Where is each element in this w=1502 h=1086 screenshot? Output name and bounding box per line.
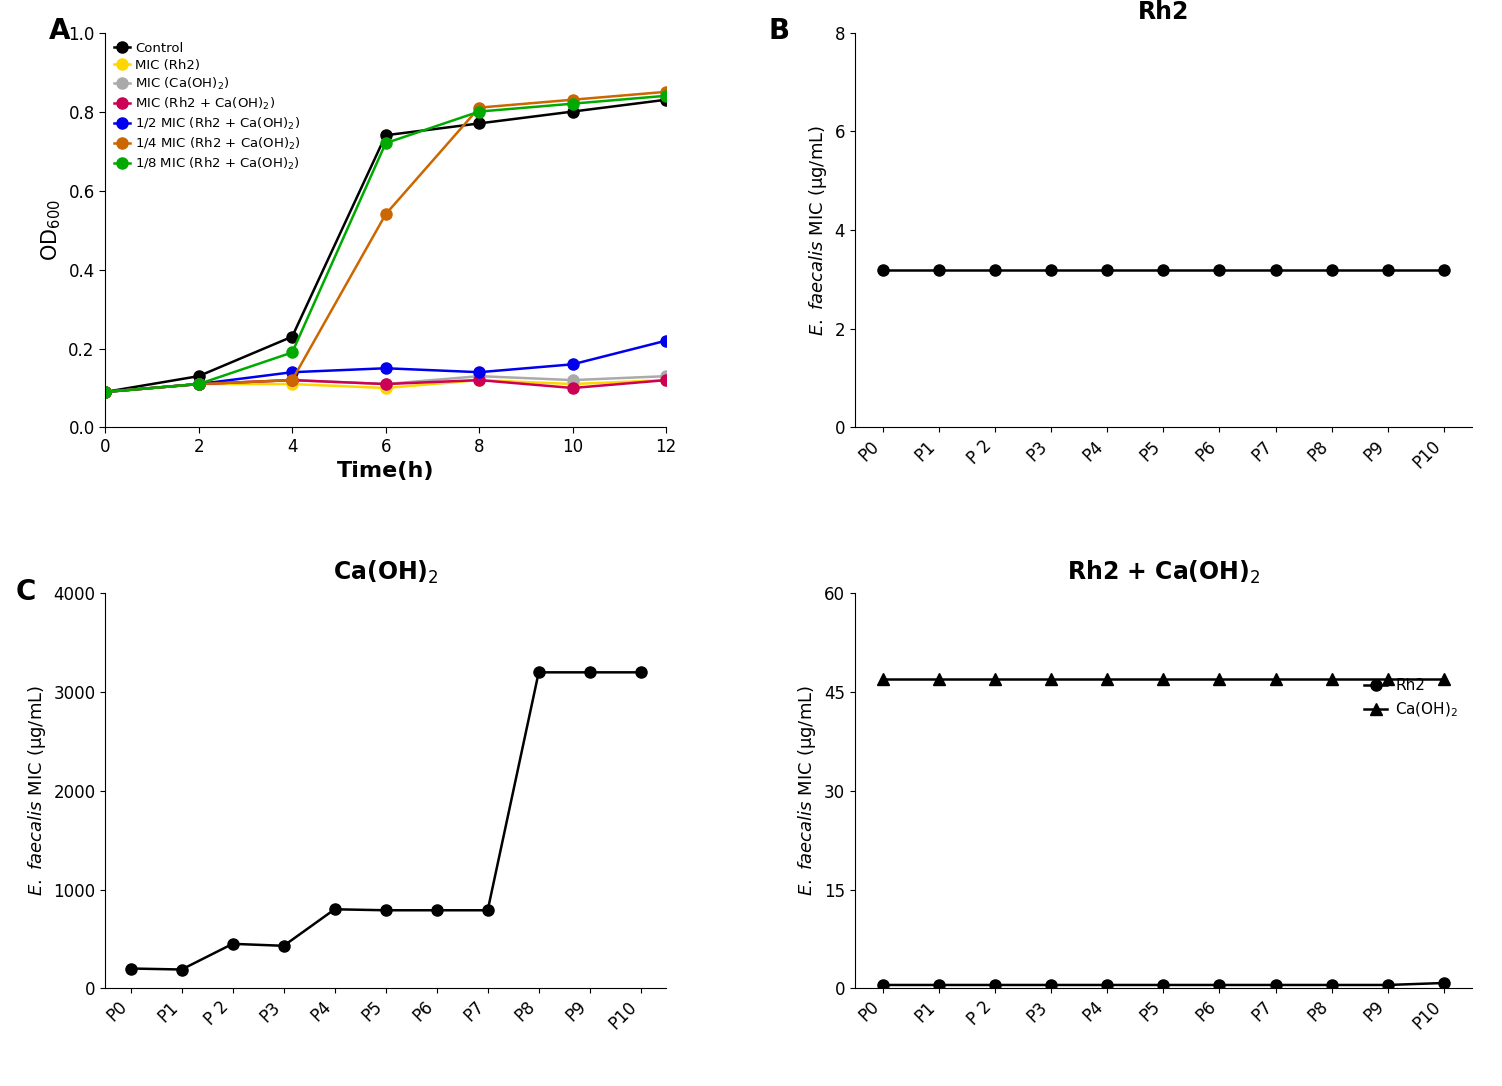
MIC (Rh2): [563, 378, 581, 391]
1/4 MIC (Rh2 + Ca(OH)$_2$): [470, 101, 488, 114]
MIC (Rh2): [658, 374, 676, 387]
Ca(OH)$_2$: [1266, 672, 1284, 685]
1/2 MIC (Rh2 + Ca(OH)$_2$): [189, 378, 207, 391]
MIC (Rh2): [377, 381, 395, 394]
Line: 1/8 MIC (Rh2 + Ca(OH)$_2$): 1/8 MIC (Rh2 + Ca(OH)$_2$): [99, 90, 671, 397]
Legend: Control, MIC (Rh2), MIC (Ca(OH)$_2$), MIC (Rh2 + Ca(OH)$_2$), 1/2 MIC (Rh2 + Ca(: Control, MIC (Rh2), MIC (Ca(OH)$_2$), MI…: [111, 39, 303, 175]
MIC (Ca(OH)$_2$): [284, 374, 302, 387]
1/2 MIC (Rh2 + Ca(OH)$_2$): [470, 366, 488, 379]
Rh2: [1098, 978, 1116, 992]
Ca(OH)$_2$: [1211, 672, 1229, 685]
Ca(OH)$_2$: [930, 672, 948, 685]
1/8 MIC (Rh2 + Ca(OH)$_2$): [377, 137, 395, 150]
Rh2: [1379, 978, 1397, 992]
Control: [377, 129, 395, 142]
Rh2: [1266, 978, 1284, 992]
MIC (Rh2 + Ca(OH)$_2$): [189, 378, 207, 391]
Rh2: [985, 978, 1003, 992]
MIC (Rh2): [96, 386, 114, 399]
MIC (Rh2 + Ca(OH)$_2$): [563, 381, 581, 394]
Rh2: [1155, 978, 1173, 992]
1/2 MIC (Rh2 + Ca(OH)$_2$): [96, 386, 114, 399]
MIC (Rh2): [470, 374, 488, 387]
Title: Rh2: Rh2: [1137, 0, 1190, 24]
1/8 MIC (Rh2 + Ca(OH)$_2$): [96, 386, 114, 399]
MIC (Rh2): [189, 378, 207, 391]
MIC (Ca(OH)$_2$): [96, 386, 114, 399]
MIC (Rh2 + Ca(OH)$_2$): [96, 386, 114, 399]
Y-axis label: OD$_{600}$: OD$_{600}$: [39, 199, 63, 261]
1/4 MIC (Rh2 + Ca(OH)$_2$): [284, 374, 302, 387]
MIC (Rh2 + Ca(OH)$_2$): [284, 374, 302, 387]
Control: [470, 117, 488, 130]
1/2 MIC (Rh2 + Ca(OH)$_2$): [284, 366, 302, 379]
Ca(OH)$_2$: [1098, 672, 1116, 685]
Y-axis label: $\it{E.\ faecalis}$ MIC (μg/mL): $\it{E.\ faecalis}$ MIC (μg/mL): [807, 125, 829, 336]
Control: [189, 369, 207, 382]
Legend: Rh2, Ca(OH)$_2$: Rh2, Ca(OH)$_2$: [1358, 672, 1464, 725]
MIC (Ca(OH)$_2$): [377, 378, 395, 391]
Rh2: [1434, 976, 1452, 989]
Rh2: [1211, 978, 1229, 992]
Text: C: C: [15, 578, 36, 606]
MIC (Ca(OH)$_2$): [658, 369, 676, 382]
Ca(OH)$_2$: [874, 672, 892, 685]
Rh2: [930, 978, 948, 992]
Ca(OH)$_2$: [1323, 672, 1341, 685]
Control: [658, 93, 676, 106]
Y-axis label: $\it{E.\ faecalis}$ MIC (μg/mL): $\it{E.\ faecalis}$ MIC (μg/mL): [26, 685, 48, 896]
1/8 MIC (Rh2 + Ca(OH)$_2$): [189, 378, 207, 391]
Ca(OH)$_2$: [1042, 672, 1060, 685]
X-axis label: Time(h): Time(h): [336, 462, 434, 481]
Control: [563, 105, 581, 118]
Title: Rh2 + Ca(OH)$_2$: Rh2 + Ca(OH)$_2$: [1066, 558, 1260, 585]
Control: [96, 386, 114, 399]
Ca(OH)$_2$: [1379, 672, 1397, 685]
MIC (Rh2): [284, 378, 302, 391]
Ca(OH)$_2$: [1434, 672, 1452, 685]
1/8 MIC (Rh2 + Ca(OH)$_2$): [658, 89, 676, 102]
Control: [284, 330, 302, 343]
Text: A: A: [50, 16, 71, 45]
Rh2: [874, 978, 892, 992]
MIC (Ca(OH)$_2$): [189, 378, 207, 391]
1/4 MIC (Rh2 + Ca(OH)$_2$): [563, 93, 581, 106]
Line: MIC (Ca(OH)$_2$): MIC (Ca(OH)$_2$): [99, 370, 671, 397]
1/2 MIC (Rh2 + Ca(OH)$_2$): [658, 334, 676, 348]
Line: MIC (Rh2): MIC (Rh2): [99, 375, 671, 397]
1/4 MIC (Rh2 + Ca(OH)$_2$): [658, 86, 676, 99]
1/2 MIC (Rh2 + Ca(OH)$_2$): [563, 357, 581, 370]
1/4 MIC (Rh2 + Ca(OH)$_2$): [189, 378, 207, 391]
MIC (Ca(OH)$_2$): [470, 369, 488, 382]
Line: 1/4 MIC (Rh2 + Ca(OH)$_2$): 1/4 MIC (Rh2 + Ca(OH)$_2$): [99, 86, 671, 397]
1/2 MIC (Rh2 + Ca(OH)$_2$): [377, 362, 395, 375]
1/8 MIC (Rh2 + Ca(OH)$_2$): [284, 346, 302, 359]
Y-axis label: $\it{E.\ faecalis}$ MIC (μg/mL): $\it{E.\ faecalis}$ MIC (μg/mL): [796, 685, 819, 896]
Text: B: B: [769, 16, 790, 45]
1/4 MIC (Rh2 + Ca(OH)$_2$): [377, 207, 395, 220]
Ca(OH)$_2$: [985, 672, 1003, 685]
MIC (Rh2 + Ca(OH)$_2$): [658, 374, 676, 387]
Line: Ca(OH)$_2$: Ca(OH)$_2$: [877, 673, 1449, 684]
MIC (Rh2 + Ca(OH)$_2$): [377, 378, 395, 391]
Ca(OH)$_2$: [1155, 672, 1173, 685]
Rh2: [1323, 978, 1341, 992]
MIC (Ca(OH)$_2$): [563, 374, 581, 387]
Line: Control: Control: [99, 94, 671, 397]
1/8 MIC (Rh2 + Ca(OH)$_2$): [563, 97, 581, 110]
Line: 1/2 MIC (Rh2 + Ca(OH)$_2$): 1/2 MIC (Rh2 + Ca(OH)$_2$): [99, 336, 671, 397]
Title: Ca(OH)$_2$: Ca(OH)$_2$: [333, 558, 439, 585]
Line: Rh2: Rh2: [877, 977, 1449, 990]
Rh2: [1042, 978, 1060, 992]
1/8 MIC (Rh2 + Ca(OH)$_2$): [470, 105, 488, 118]
1/4 MIC (Rh2 + Ca(OH)$_2$): [96, 386, 114, 399]
MIC (Rh2 + Ca(OH)$_2$): [470, 374, 488, 387]
Line: MIC (Rh2 + Ca(OH)$_2$): MIC (Rh2 + Ca(OH)$_2$): [99, 375, 671, 397]
